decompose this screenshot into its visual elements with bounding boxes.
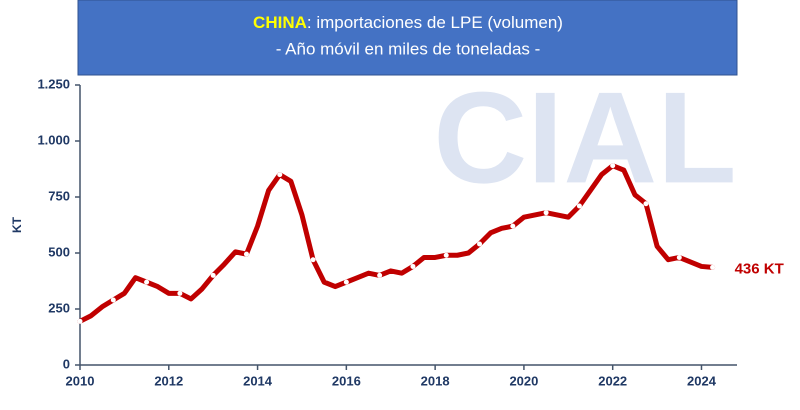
point [477, 241, 483, 247]
x-tick-label: 2024 [687, 373, 717, 388]
x-tick-label: 2020 [509, 373, 538, 388]
title-highlight: CHINA [253, 13, 307, 32]
point [576, 203, 582, 209]
point [243, 251, 249, 257]
x-tick-label: 2018 [421, 373, 450, 388]
chart-title: CHINA: importaciones de LPE (volumen) [253, 13, 563, 32]
y-tick-label: 1.000 [37, 132, 70, 147]
y-tick-label: 250 [48, 300, 70, 315]
point [277, 172, 283, 178]
point [443, 252, 449, 258]
point [310, 257, 316, 263]
point [343, 279, 349, 285]
y-tick-label: 0 [63, 356, 70, 371]
point [144, 279, 150, 285]
point [410, 263, 416, 269]
point [377, 272, 383, 278]
watermark: CIAL [433, 64, 736, 210]
value-label: 436 KT [735, 260, 784, 277]
title-box [77, 0, 738, 76]
x-tick-label: 2014 [243, 373, 273, 388]
y-axis-label: KT [10, 216, 24, 233]
point [210, 272, 216, 278]
point [110, 297, 116, 303]
point [676, 254, 682, 260]
y-tick-label: 500 [48, 244, 70, 259]
point [77, 318, 83, 324]
y-tick-label: 750 [48, 188, 70, 203]
title-text: : importaciones de LPE (volumen) [307, 13, 563, 32]
point [177, 290, 183, 296]
y-tick-label: 1.250 [37, 76, 70, 91]
point [610, 163, 616, 169]
point [543, 210, 549, 216]
x-tick-label: 2016 [332, 373, 361, 388]
x-tick-label: 2022 [598, 373, 627, 388]
x-tick-label: 2010 [66, 373, 95, 388]
point [710, 264, 716, 270]
chart-subtitle: - Año móvil en miles de toneladas - [276, 39, 541, 58]
series-line [77, 163, 716, 324]
point [510, 223, 516, 229]
x-tick-label: 2012 [154, 373, 183, 388]
point [643, 201, 649, 207]
